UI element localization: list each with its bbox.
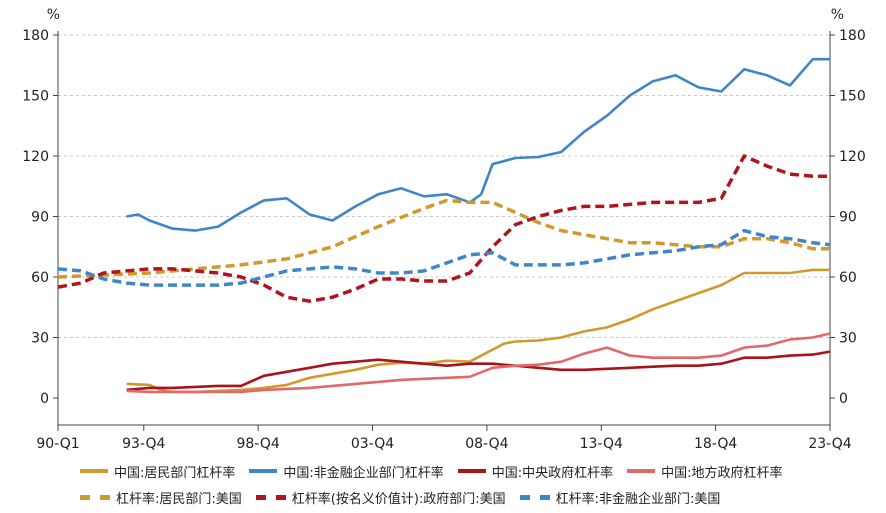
legend-label: 杠杆率(按名义价值计):政府部门:美国 — [291, 491, 506, 507]
legend-swatch — [80, 469, 108, 473]
legend-swatch — [519, 494, 550, 500]
legend-swatch — [457, 469, 486, 473]
y-tick-label-right: 120 — [839, 149, 866, 165]
legend: 中国:居民部门杠杆率 中国:非金融企业部门杠杆率 中国:中央政府杠杆率 中国:地… — [80, 458, 880, 510]
legend-item: 中国:非金融企业部门杠杆率 — [249, 462, 444, 481]
x-tick-label: 18-Q4 — [694, 436, 737, 452]
y-tick-label-right: 90 — [839, 210, 857, 226]
legend-item: 中国:居民部门杠杆率 — [80, 462, 235, 481]
legend-label: 中国:地方政府杠杆率 — [661, 465, 783, 481]
y-tick-label-right: 150 — [839, 89, 866, 105]
y-tick-label-right: 30 — [839, 331, 857, 347]
legend-swatch — [255, 494, 286, 500]
legend-item: 中国:地方政府杠杆率 — [627, 462, 783, 481]
legend-row-1: 中国:居民部门杠杆率 中国:非金融企业部门杠杆率 中国:中央政府杠杆率 中国:地… — [80, 458, 880, 484]
x-tick-label: 08-Q4 — [465, 436, 508, 452]
legend-swatch — [627, 469, 656, 473]
x-tick-label: 03-Q4 — [351, 436, 394, 452]
legend-item: 杠杆率:居民部门:美国 — [80, 488, 242, 507]
y-tick-label-right: 60 — [839, 270, 857, 286]
series-line — [57, 198, 830, 279]
series-line — [126, 350, 831, 392]
legend-row-2: 杠杆率:居民部门:美国 杠杆率(按名义价值计):政府部门:美国 杠杆率:非金融企… — [80, 484, 880, 510]
legend-swatch — [249, 469, 278, 473]
y-unit-right: % — [831, 7, 844, 23]
x-tick-label: 23-Q4 — [808, 436, 851, 452]
y-tick-label-left: 0 — [40, 391, 49, 407]
series-line — [126, 332, 831, 394]
y-tick-label-left: 90 — [31, 210, 49, 226]
legend-swatch — [80, 494, 110, 500]
y-unit-left: % — [47, 7, 60, 23]
x-tick-label: 13-Q4 — [580, 436, 623, 452]
legend-label: 杠杆率:居民部门:美国 — [116, 491, 242, 507]
y-tick-label-left: 120 — [22, 149, 49, 165]
legend-label: 中国:中央政府杠杆率 — [491, 465, 614, 481]
series-line — [126, 57, 830, 232]
y-tick-label-right: 180 — [839, 28, 866, 44]
legend-label: 中国:非金融企业部门杠杆率 — [283, 465, 444, 481]
y-tick-label-left: 60 — [31, 270, 49, 286]
legend-item: 中国:中央政府杠杆率 — [457, 462, 614, 481]
legend-label: 中国:居民部门杠杆率 — [114, 465, 236, 481]
y-tick-label-left: 30 — [31, 331, 49, 347]
x-tick-label: 90-Q1 — [36, 436, 79, 452]
series-line — [126, 268, 830, 394]
series-line — [57, 228, 831, 287]
y-tick-label-left: 180 — [22, 28, 49, 44]
y-tick-label-left: 150 — [22, 89, 49, 105]
legend-label: 杠杆率:非金融企业部门:美国 — [555, 491, 721, 507]
x-tick-label: 93-Q4 — [122, 436, 165, 452]
series-line — [57, 154, 830, 303]
legend-item: 杠杆率:非金融企业部门:美国 — [519, 488, 721, 507]
x-tick-label: 98-Q4 — [236, 436, 279, 452]
y-tick-label-right: 0 — [839, 391, 848, 407]
legend-item: 杠杆率(按名义价值计):政府部门:美国 — [255, 488, 506, 507]
